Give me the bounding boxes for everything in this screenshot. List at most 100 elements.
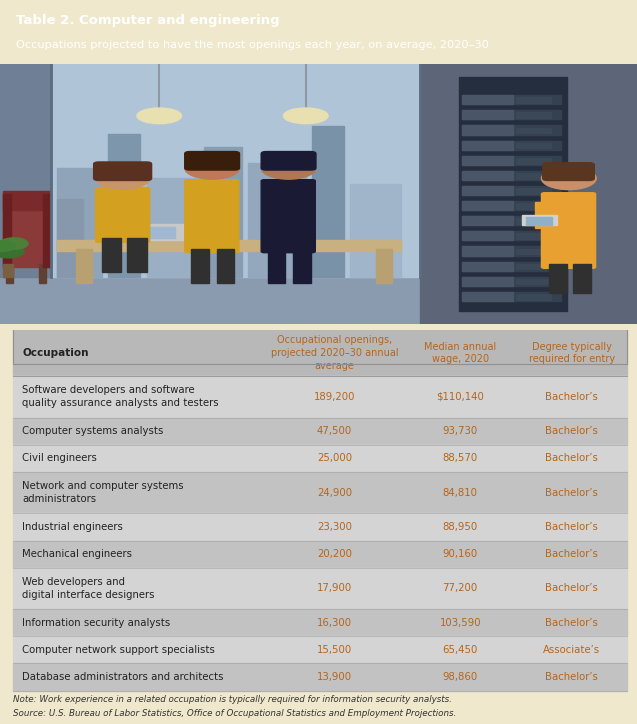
Bar — [522, 216, 557, 225]
Text: 98,860: 98,860 — [443, 672, 478, 682]
Bar — [13, 541, 627, 568]
FancyBboxPatch shape — [261, 180, 315, 253]
Bar — [248, 163, 306, 277]
Ellipse shape — [137, 108, 182, 124]
Text: 77,200: 77,200 — [443, 584, 478, 594]
Text: Note: Work experience in a related occupation is typically required for informat: Note: Work experience in a related occup… — [13, 695, 452, 704]
Bar — [0, 277, 637, 324]
Text: 24,900: 24,900 — [317, 488, 352, 497]
Text: Software developers and software
quality assurance analysts and testers: Software developers and software quality… — [22, 385, 219, 408]
Text: Table 2. Computer and engineering: Table 2. Computer and engineering — [16, 14, 280, 27]
Text: $110,140: $110,140 — [436, 392, 484, 402]
FancyBboxPatch shape — [185, 180, 239, 253]
Bar — [462, 96, 561, 104]
Text: Computer network support specialists: Computer network support specialists — [22, 645, 215, 655]
Bar — [268, 249, 285, 282]
Bar — [462, 171, 513, 180]
Text: Bachelor’s: Bachelor’s — [545, 522, 598, 532]
Bar — [462, 171, 561, 180]
Circle shape — [185, 157, 240, 179]
Text: Bachelor’s: Bachelor’s — [545, 488, 598, 497]
Bar — [3, 194, 11, 267]
Bar — [13, 663, 627, 691]
Text: Network and computer systems
administrators: Network and computer systems administrat… — [22, 481, 184, 504]
Bar — [57, 199, 83, 277]
Bar — [13, 418, 627, 445]
Bar — [462, 216, 561, 225]
Bar — [127, 238, 147, 272]
Text: 84,810: 84,810 — [443, 488, 478, 497]
Text: Bachelor’s: Bachelor’s — [545, 584, 598, 594]
Bar — [462, 292, 561, 301]
Text: 25,000: 25,000 — [317, 453, 352, 463]
Text: Web developers and
digital interface designers: Web developers and digital interface des… — [22, 577, 155, 600]
Bar — [312, 126, 344, 277]
Bar — [462, 231, 513, 240]
Bar — [39, 264, 46, 282]
Bar — [13, 445, 627, 472]
Bar — [115, 224, 185, 240]
Bar — [217, 249, 234, 282]
Bar — [124, 227, 175, 238]
Bar — [57, 168, 102, 277]
Bar — [13, 513, 627, 541]
Bar — [3, 194, 51, 267]
Bar — [293, 249, 311, 282]
Text: 103,590: 103,590 — [440, 618, 481, 628]
Bar — [204, 147, 242, 277]
Bar — [376, 249, 392, 282]
Bar — [516, 279, 551, 285]
Bar — [516, 188, 551, 194]
Bar — [516, 97, 551, 103]
Bar — [462, 110, 513, 119]
Text: 13,900: 13,900 — [317, 672, 352, 682]
Bar — [516, 173, 551, 179]
Circle shape — [0, 245, 24, 258]
Bar — [516, 233, 551, 239]
Bar — [516, 112, 551, 118]
Text: 16,300: 16,300 — [317, 618, 352, 628]
Bar — [147, 178, 197, 277]
Text: Associate’s: Associate’s — [543, 645, 600, 655]
Bar — [0, 64, 51, 277]
Circle shape — [541, 167, 596, 190]
Bar — [76, 249, 92, 282]
Text: Degree typically
required for entry: Degree typically required for entry — [529, 342, 615, 364]
Bar — [462, 201, 561, 210]
Bar — [51, 64, 420, 277]
Bar — [462, 216, 513, 225]
Circle shape — [0, 241, 15, 251]
Ellipse shape — [283, 108, 328, 124]
Bar — [462, 96, 513, 104]
Bar — [13, 568, 627, 610]
Bar — [3, 264, 13, 277]
Text: Industrial engineers: Industrial engineers — [22, 522, 123, 532]
FancyBboxPatch shape — [541, 193, 596, 269]
Bar — [43, 194, 51, 267]
Circle shape — [261, 157, 316, 179]
Bar — [516, 218, 551, 224]
Text: Source: U.S. Bureau of Labor Statistics, Office of Occupational Statistics and E: Source: U.S. Bureau of Labor Statistics,… — [13, 709, 456, 718]
Text: 90,160: 90,160 — [443, 549, 478, 559]
Text: 65,450: 65,450 — [443, 645, 478, 655]
Text: 15,500: 15,500 — [317, 645, 352, 655]
Text: Bachelor’s: Bachelor’s — [545, 426, 598, 436]
Bar — [516, 158, 551, 164]
Text: Bachelor’s: Bachelor’s — [545, 392, 598, 402]
Bar — [535, 202, 551, 228]
Bar — [13, 472, 627, 513]
Text: 23,300: 23,300 — [317, 522, 352, 532]
FancyBboxPatch shape — [261, 151, 316, 170]
Bar — [516, 248, 551, 254]
Bar — [573, 264, 591, 293]
Text: 93,730: 93,730 — [443, 426, 478, 436]
Text: Occupations projected to have the most openings each year, on average, 2020–30: Occupations projected to have the most o… — [16, 40, 489, 49]
Bar — [462, 140, 513, 150]
FancyBboxPatch shape — [543, 163, 594, 180]
Bar — [462, 201, 513, 210]
FancyBboxPatch shape — [96, 188, 150, 243]
Text: Occupational openings,
projected 2020–30 annual
average: Occupational openings, projected 2020–30… — [271, 335, 398, 371]
Text: Database administrators and architects: Database administrators and architects — [22, 672, 224, 682]
Text: Mechanical engineers: Mechanical engineers — [22, 549, 132, 559]
Bar — [462, 110, 561, 119]
